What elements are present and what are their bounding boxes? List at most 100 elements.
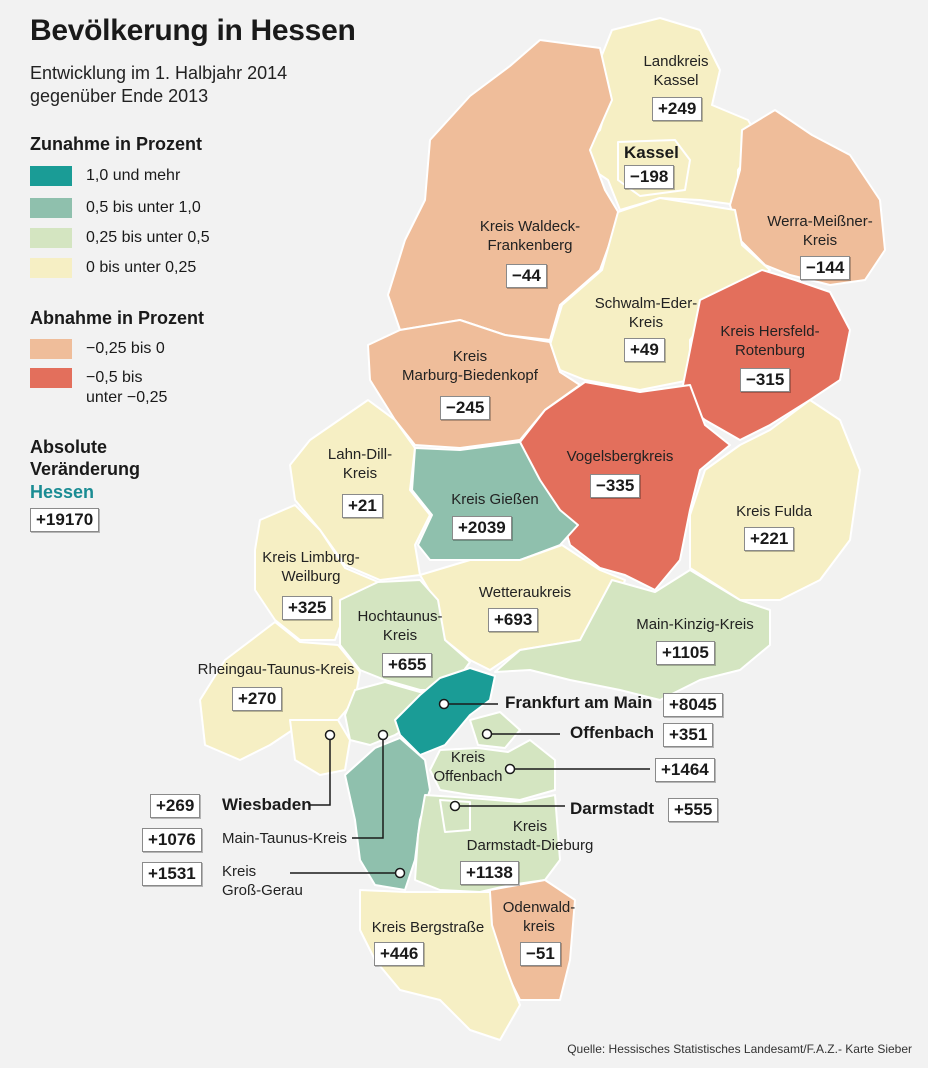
label-line: Werra-Meißner- (767, 213, 873, 230)
value-darmstadt: +555 (668, 798, 719, 822)
legend-label: 0,5 bis unter 1,0 (86, 199, 201, 216)
legend-label: 1,0 und mehr (86, 167, 181, 184)
legend-item-decrease-1: −0,25 bis 0 (30, 338, 165, 360)
legend-swatch (30, 166, 72, 186)
legend-label: 0,25 bis unter 0,5 (86, 229, 210, 246)
value-frankfurt: +8045 (663, 693, 723, 717)
label-main-kinzig-kreis: Main-Kinzig-Kreis (636, 616, 754, 633)
value-landkreis-kassel: +249 (652, 97, 703, 121)
subtitle-line-2: gegenüber Ende 2013 (30, 86, 209, 106)
label-landkreis-kassel: Landkreis Kassel (640, 52, 712, 90)
value-hersfeld-rotenburg: −315 (740, 368, 791, 392)
label-kreis-bergstrasse: Kreis Bergstraße (371, 919, 485, 936)
label-darmstadt: Darmstadt (570, 799, 655, 818)
label-wiesbaden: Wiesbaden (222, 795, 312, 814)
hessen-label: Hessen (30, 482, 95, 502)
label-frankfurt: Frankfurt am Main (505, 693, 653, 712)
label-line: Offenbach (433, 768, 503, 785)
label-line: Rotenburg (734, 342, 806, 359)
value-odenwaldkreis: −51 (520, 942, 561, 966)
region-wiesbaden[interactable] (289, 719, 351, 776)
legend-label-line-1: −0,5 bis (86, 369, 143, 386)
label-line: Kreis (222, 863, 257, 880)
label-kreis-offenbach: Kreis Offenbach (432, 748, 504, 786)
label-line: Kreis Limburg- (262, 549, 360, 566)
region-offenbach[interactable] (469, 711, 521, 749)
legend-label: 0 bis unter 0,25 (86, 259, 197, 276)
absolute-change-heading: Absolute Veränderung (30, 436, 140, 480)
label-hersfeld-rotenburg: Kreis Hersfeld- Rotenburg (710, 322, 830, 360)
region-kreis-offenbach[interactable] (429, 739, 556, 801)
value-kreis-fulda: +221 (744, 527, 795, 551)
page-title: Bevölkerung in Hessen (30, 14, 356, 47)
value-lahn-dill: +21 (342, 494, 383, 518)
value-main-taunus-kreis: +1076 (142, 828, 202, 852)
subtitle: Entwicklung im 1. Halbjahr 2014 gegenübe… (30, 62, 287, 108)
value-kreis-giessen: +2039 (452, 516, 512, 540)
label-darmstadt-dieburg: Kreis Darmstadt-Dieburg (460, 817, 600, 855)
absolute-heading-line-2: Veränderung (30, 459, 141, 479)
value-kreis-offenbach: +1464 (655, 758, 715, 782)
legend-item-increase-1: 1,0 und mehr (30, 165, 180, 187)
legend-swatch (30, 258, 72, 278)
label-rheingau-taunus-kreis: Rheingau-Taunus-Kreis (197, 661, 355, 678)
region-darmstadt[interactable] (439, 799, 471, 833)
value-schwalm-eder: +49 (624, 338, 665, 362)
label-line: Kreis Hersfeld- (720, 323, 820, 340)
region-main-kinzig-kreis[interactable] (494, 569, 771, 701)
label-line: Kreis (382, 627, 418, 644)
label-line: Kreis (450, 749, 486, 766)
legend-swatch (30, 339, 72, 359)
region-kreis-fulda[interactable] (689, 399, 861, 601)
label-line: Odenwald- (502, 899, 576, 916)
legend-label: −0,5 bis unter −0,25 (86, 368, 167, 408)
value-gross-gerau: +1531 (142, 862, 202, 886)
label-odenwaldkreis: Odenwald- kreis (498, 898, 580, 936)
label-marburg-biedenkopf: Kreis Marburg-Biedenkopf (395, 347, 545, 385)
label-main-taunus-kreis: Main-Taunus-Kreis (222, 830, 348, 847)
value-vogelsbergkreis: −335 (590, 474, 641, 498)
legend-item-increase-4: 0 bis unter 0,25 (30, 257, 196, 279)
label-kreis-giessen: Kreis Gießen (451, 491, 539, 508)
legend-increase-heading: Zunahme in Prozent (30, 134, 203, 154)
hessen-value: +19170 (30, 508, 100, 532)
label-gross-gerau: Kreis Groß-Gerau (222, 862, 303, 900)
region-frankfurt[interactable] (394, 667, 496, 756)
legend-item-increase-3: 0,25 bis unter 0,5 (30, 227, 210, 249)
legend-item-decrease-2: −0,5 bis unter −0,25 (30, 368, 167, 412)
label-line: Frankenberg (487, 237, 573, 254)
label-hochtaunus-kreis: Hochtaunus- Kreis (350, 607, 450, 645)
value-marburg-biedenkopf: −245 (440, 396, 491, 420)
region-waldeck-frankenberg[interactable] (387, 39, 621, 341)
region-lahn-dill[interactable] (289, 399, 431, 581)
legend-decrease-heading: Abnahme in Prozent (30, 308, 205, 328)
label-kassel: Kassel (624, 143, 679, 162)
legend-swatch (30, 228, 72, 248)
label-line: Kreis (512, 818, 548, 835)
label-line: Marburg-Biedenkopf (402, 367, 538, 384)
label-line: Kassel (653, 72, 699, 89)
label-schwalm-eder: Schwalm-Eder- Kreis (588, 294, 704, 332)
label-limburg-weilburg: Kreis Limburg- Weilburg (256, 548, 366, 586)
label-lahn-dill: Lahn-Dill- Kreis (320, 445, 400, 483)
value-hochtaunus-kreis: +655 (382, 653, 433, 677)
value-darmstadt-dieburg: +1138 (460, 861, 519, 885)
label-kreis-fulda: Kreis Fulda (736, 503, 812, 520)
label-werra-meissner: Werra-Meißner- Kreis (760, 212, 880, 250)
label-waldeck-frankenberg: Kreis Waldeck- Frankenberg (470, 217, 590, 255)
value-waldeck-frankenberg: −44 (506, 264, 547, 288)
legend-item-increase-2: 0,5 bis unter 1,0 (30, 197, 201, 219)
label-vogelsbergkreis: Vogelsbergkreis (566, 448, 674, 465)
absolute-heading-line-1: Absolute (30, 437, 108, 457)
label-line: Kreis (342, 465, 378, 482)
subtitle-line-1: Entwicklung im 1. Halbjahr 2014 (30, 63, 288, 83)
value-main-kinzig-kreis: +1105 (656, 641, 715, 665)
label-line: Kreis (628, 314, 664, 331)
value-werra-meissner: −144 (800, 256, 851, 280)
label-line: Weilburg (281, 568, 341, 585)
label-line: kreis (523, 918, 555, 935)
value-wiesbaden: +269 (150, 794, 201, 818)
value-rheingau-taunus-kreis: +270 (232, 687, 283, 711)
label-line: Lahn-Dill- (327, 446, 393, 463)
label-line: Groß-Gerau (222, 882, 303, 899)
